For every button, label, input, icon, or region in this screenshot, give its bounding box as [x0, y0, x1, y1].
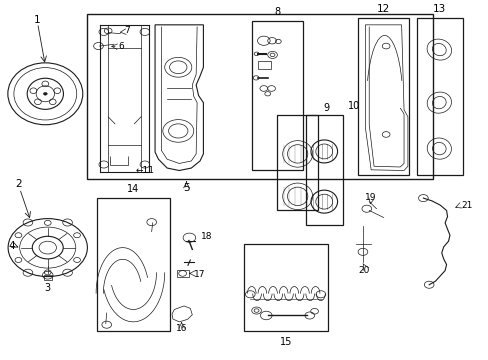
- Text: 20: 20: [358, 266, 369, 275]
- Bar: [87, 14, 432, 179]
- Text: 8: 8: [273, 8, 280, 17]
- Text: 12: 12: [376, 4, 389, 14]
- Bar: [251, 21, 302, 170]
- Circle shape: [43, 93, 47, 95]
- Text: 1: 1: [34, 14, 41, 24]
- Text: 17: 17: [193, 270, 205, 279]
- Text: 6: 6: [119, 42, 124, 51]
- Text: 13: 13: [432, 4, 445, 14]
- Bar: [277, 115, 318, 211]
- Bar: [357, 18, 408, 175]
- Text: 5: 5: [183, 183, 189, 193]
- Text: ←11: ←11: [136, 166, 154, 175]
- Bar: [257, 61, 270, 69]
- Bar: [306, 115, 342, 225]
- Text: 4: 4: [8, 241, 15, 251]
- Text: 14: 14: [127, 184, 139, 194]
- Text: 10: 10: [348, 101, 360, 111]
- Bar: [97, 198, 169, 331]
- Text: 3: 3: [44, 283, 51, 293]
- Text: 18: 18: [201, 233, 212, 242]
- Text: 9: 9: [323, 103, 329, 113]
- Text: 16: 16: [176, 324, 187, 333]
- Bar: [44, 275, 52, 280]
- Text: 21: 21: [460, 201, 471, 210]
- Bar: [416, 18, 462, 175]
- Text: 7: 7: [124, 26, 130, 35]
- Bar: [243, 244, 327, 331]
- Text: 15: 15: [279, 337, 291, 347]
- Bar: [177, 270, 188, 276]
- Text: 2: 2: [15, 179, 21, 189]
- Text: 19: 19: [365, 193, 376, 202]
